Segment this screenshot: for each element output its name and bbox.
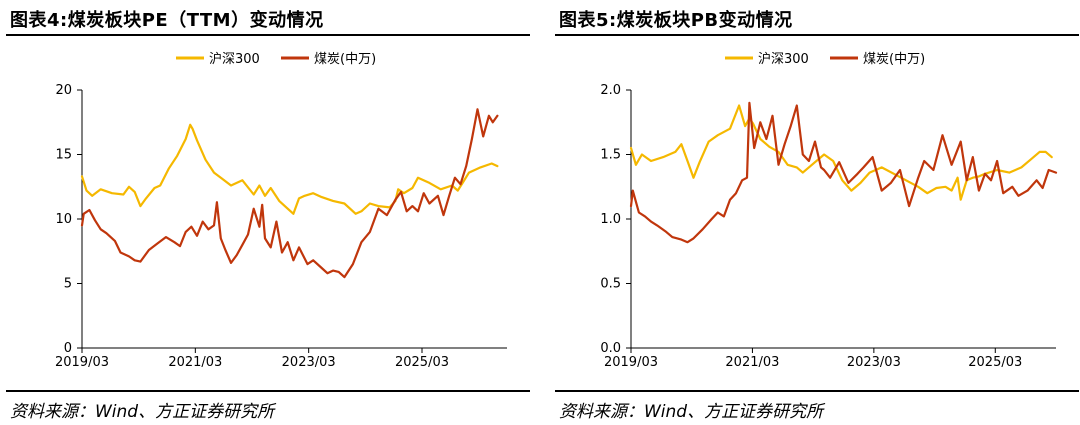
legend-label: 煤炭(中万) xyxy=(863,52,925,67)
chart-title-pb: 图表5:煤炭板块PB变动情况 xyxy=(559,10,793,31)
y-tick-label: 1.5 xyxy=(600,148,621,163)
source-note: 资料来源：Wind、方正证券研究所 xyxy=(559,402,824,422)
series-line-coal xyxy=(80,108,499,279)
series-line-hs300 xyxy=(629,104,1053,201)
legend-label: 煤炭(中万) xyxy=(314,52,376,67)
y-tick-label: 10 xyxy=(55,212,72,227)
series-line-coal xyxy=(629,101,1058,244)
source-note: 资料来源：Wind、方正证券研究所 xyxy=(10,402,275,422)
x-tick-label: 2021/03 xyxy=(168,355,222,370)
y-tick-label: 2.0 xyxy=(600,83,621,98)
x-tick-label: 2023/03 xyxy=(847,355,901,370)
chart-panel-pe: 图表4:煤炭板块PE（TTM）变动情况 0 5 10 15 20 2019/03 2021/… xyxy=(0,0,530,425)
y-tick-label: 20 xyxy=(55,83,72,98)
title-rule xyxy=(555,34,1079,36)
legend-label: 沪深300 xyxy=(209,51,260,67)
x-tick-label: 2019/03 xyxy=(604,355,658,370)
pb-line-chart: 0.0 0.5 1.0 1.5 2.0 2019/03 2021/03 2023/03 2025… xyxy=(600,51,1058,370)
y-tick-label: 0.5 xyxy=(600,277,621,292)
x-tick-label: 2025/03 xyxy=(395,355,449,370)
x-tick-label: 2021/03 xyxy=(725,355,779,370)
chart-title-pe: 图表4:煤炭板块PE（TTM）变动情况 xyxy=(10,10,324,31)
y-tick-label: 0.0 xyxy=(600,341,621,356)
pe-line-chart: 0 5 10 15 20 2019/03 2021/03 2023/03 2025/03 沪深30… xyxy=(55,51,507,370)
series-line-hs300 xyxy=(80,123,499,215)
x-tick-label: 2023/03 xyxy=(282,355,336,370)
source-rule xyxy=(6,390,530,392)
x-tick-label: 2025/03 xyxy=(968,355,1022,370)
legend-label: 沪深300 xyxy=(758,51,809,67)
y-tick-label: 5 xyxy=(64,277,72,292)
title-rule xyxy=(6,34,530,36)
y-tick-label: 0 xyxy=(64,341,72,356)
y-tick-label: 1.0 xyxy=(600,212,621,227)
source-rule xyxy=(555,390,1079,392)
x-tick-label: 2019/03 xyxy=(55,355,109,370)
chart-panel-pb: 图表5:煤炭板块PB变动情况 0.0 0.5 1.0 1.5 2.0 2019/03 202… xyxy=(549,0,1079,425)
y-tick-label: 15 xyxy=(55,148,72,163)
